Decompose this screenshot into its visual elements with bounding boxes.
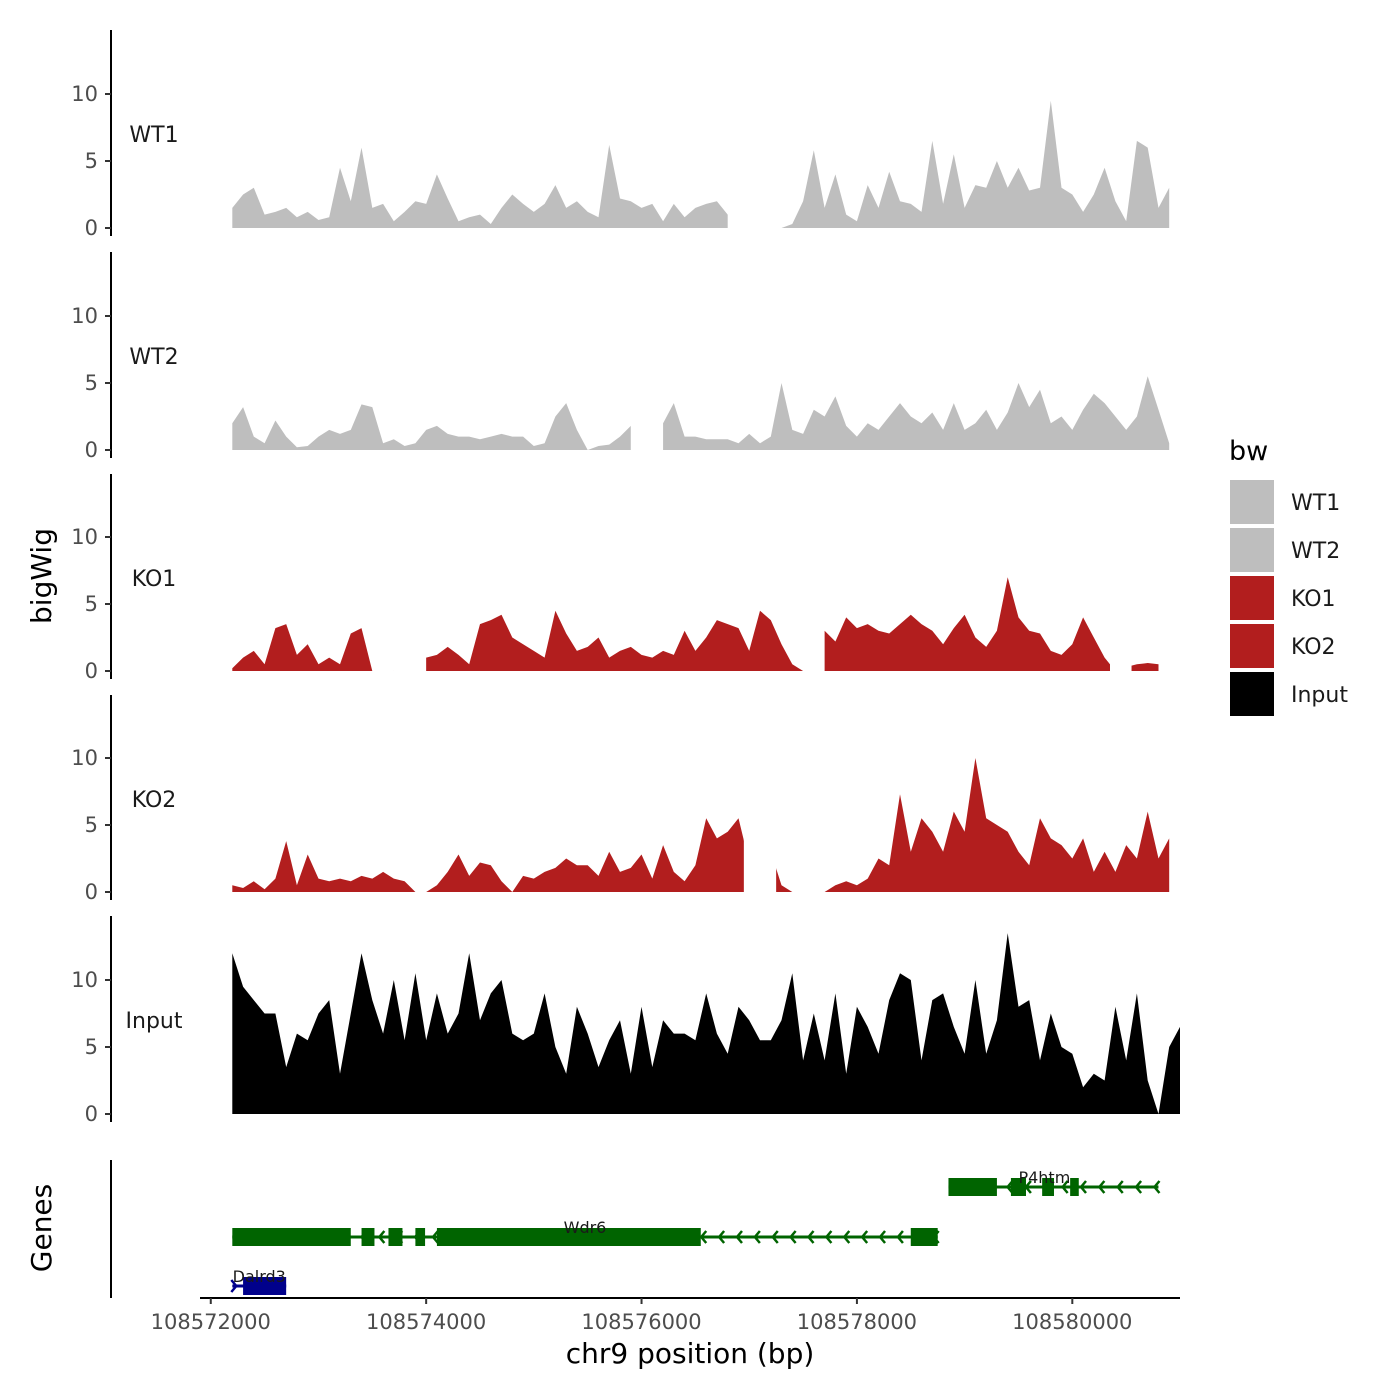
- track-label-input: Input: [126, 1009, 183, 1034]
- strand-arrow-icon: [377, 1230, 386, 1244]
- y-tick-label: 5: [85, 1035, 98, 1059]
- y-tick-label: 10: [71, 746, 98, 770]
- track-label-ko1: KO1: [132, 567, 177, 592]
- y-tick-label: 5: [85, 592, 98, 616]
- gene-exon: [436, 1228, 701, 1246]
- strand-arrow-icon: [896, 1230, 904, 1244]
- strand-arrow-icon: [1005, 1180, 1014, 1194]
- legend-key-wt2: [1230, 528, 1274, 572]
- strand-arrow-icon: [1061, 1180, 1069, 1194]
- legend-key-ko1: [1230, 576, 1274, 620]
- track-wt1: 0 5 10 WT1: [71, 30, 1170, 240]
- strand-arrow-icon: [717, 1230, 726, 1244]
- coverage-gap: [727, 30, 782, 229]
- gene-exon: [361, 1228, 375, 1246]
- coverage-area-wt2: [232, 376, 1170, 450]
- y-tick-label: 10: [71, 82, 98, 106]
- strand-arrow-icon: [771, 1230, 779, 1244]
- gene-exon: [415, 1228, 426, 1246]
- y-axis-title: bigWig: [25, 528, 58, 624]
- strand-arrow-icon: [806, 1230, 815, 1244]
- coverage-area-ko1: [232, 577, 1159, 671]
- legend-label-ko2: KO2: [1291, 635, 1336, 660]
- coverage-area-wt1: [232, 100, 1170, 228]
- gene-exon: [232, 1228, 351, 1246]
- y-tick-label: 0: [85, 1102, 98, 1126]
- legend-label-wt2: WT2: [1291, 539, 1340, 564]
- gene-exon: [1010, 1178, 1026, 1196]
- strand-arrow-icon: [735, 1230, 743, 1244]
- x-tick-label: 108574000: [366, 1310, 486, 1334]
- strand-arrow-icon: [1134, 1180, 1143, 1194]
- gene-label: Dalrd3: [233, 1267, 286, 1286]
- x-axis-title: chr9 position (bp): [566, 1337, 815, 1370]
- legend-title: bw: [1229, 436, 1268, 467]
- strand-arrow-icon: [431, 1230, 439, 1244]
- coverage-gap: [808, 474, 825, 672]
- legend-label-wt1: WT1: [1291, 491, 1340, 516]
- gene-exon: [243, 1277, 287, 1295]
- legend-key-input: [1230, 672, 1274, 716]
- gene-dalrd3: Dalrd3: [230, 1267, 287, 1295]
- strand-arrow-icon: [699, 1230, 708, 1244]
- y-tick-label: 10: [71, 968, 98, 992]
- track-ko1: 0 5 10 KO1: [71, 474, 1159, 683]
- y-tick-label: 10: [71, 525, 98, 549]
- coverage-gap: [393, 474, 427, 672]
- y-tick-label: 5: [85, 371, 98, 395]
- coverage-gap: [743, 695, 777, 893]
- strand-arrow-icon: [878, 1230, 887, 1244]
- track-input: 0 5 10 Input: [71, 916, 1181, 1126]
- y-tick-label: 10: [71, 304, 98, 328]
- track-label-wt1: WT1: [129, 123, 178, 148]
- y-tick-label: 0: [85, 438, 98, 462]
- gene-p4htm: P4htm: [948, 1168, 1161, 1196]
- gene-track: Dalrd3 Wdr6 P4htm: [110, 1160, 1161, 1298]
- x-tick-label: 108578000: [797, 1310, 917, 1334]
- legend: bw WT1 WT2 KO1 KO2 Input: [1229, 436, 1348, 716]
- strand-arrow-icon: [1116, 1180, 1124, 1194]
- track-label-wt2: WT2: [129, 345, 178, 370]
- legend-key-wt1: [1230, 480, 1274, 524]
- y-tick-label: 0: [85, 659, 98, 683]
- strand-arrow-icon: [842, 1230, 851, 1244]
- gene-exon: [388, 1228, 403, 1246]
- gene-exon: [1042, 1178, 1054, 1196]
- legend-label-input: Input: [1291, 683, 1348, 708]
- gene-exon: [948, 1178, 997, 1196]
- x-axis: 108572000 108574000 108576000 108578000 1085…: [151, 1297, 1180, 1334]
- x-tick-label: 108572000: [151, 1310, 271, 1334]
- strand-arrow-icon: [1097, 1180, 1106, 1194]
- strand-arrow-icon: [789, 1230, 797, 1244]
- strand-arrow-icon: [1152, 1180, 1161, 1194]
- gene-exon: [1070, 1178, 1079, 1196]
- strand-arrow-icon: [824, 1230, 833, 1244]
- coverage-area-ko2: [232, 758, 1170, 892]
- y-tick-label: 0: [85, 216, 98, 240]
- y-tick-label: 0: [85, 880, 98, 904]
- gene-label: P4htm: [1018, 1168, 1070, 1187]
- gene-label: Wdr6: [564, 1218, 607, 1237]
- gene-exon: [910, 1228, 938, 1246]
- strand-arrow-icon: [860, 1230, 869, 1244]
- coverage-area-input: [232, 933, 1181, 1114]
- legend-label-ko1: KO1: [1291, 587, 1336, 612]
- genes-axis-title: Genes: [25, 1184, 58, 1272]
- x-tick-label: 108580000: [1012, 1310, 1132, 1334]
- coverage-tracks: 0 5 10 WT1 0 5 10 WT2 0 5 10 KO1 0 5 10 KO2 0 5 10 Input: [71, 30, 1181, 1126]
- legend-key-ko2: [1230, 624, 1274, 668]
- strand-arrow-icon: [230, 1279, 238, 1293]
- coverage-gap: [1110, 474, 1132, 672]
- track-ko2: 0 5 10 KO2: [71, 695, 1170, 904]
- x-tick-label: 108576000: [581, 1310, 701, 1334]
- gene-wdr6: Wdr6: [232, 1218, 940, 1246]
- track-wt2: 0 5 10 WT2: [71, 252, 1170, 462]
- track-label-ko2: KO2: [132, 788, 177, 813]
- y-tick-label: 5: [85, 813, 98, 837]
- coverage-gap: [630, 252, 664, 451]
- strand-arrow-icon: [1079, 1180, 1087, 1194]
- y-tick-label: 5: [85, 149, 98, 173]
- strand-arrow-icon: [753, 1230, 761, 1244]
